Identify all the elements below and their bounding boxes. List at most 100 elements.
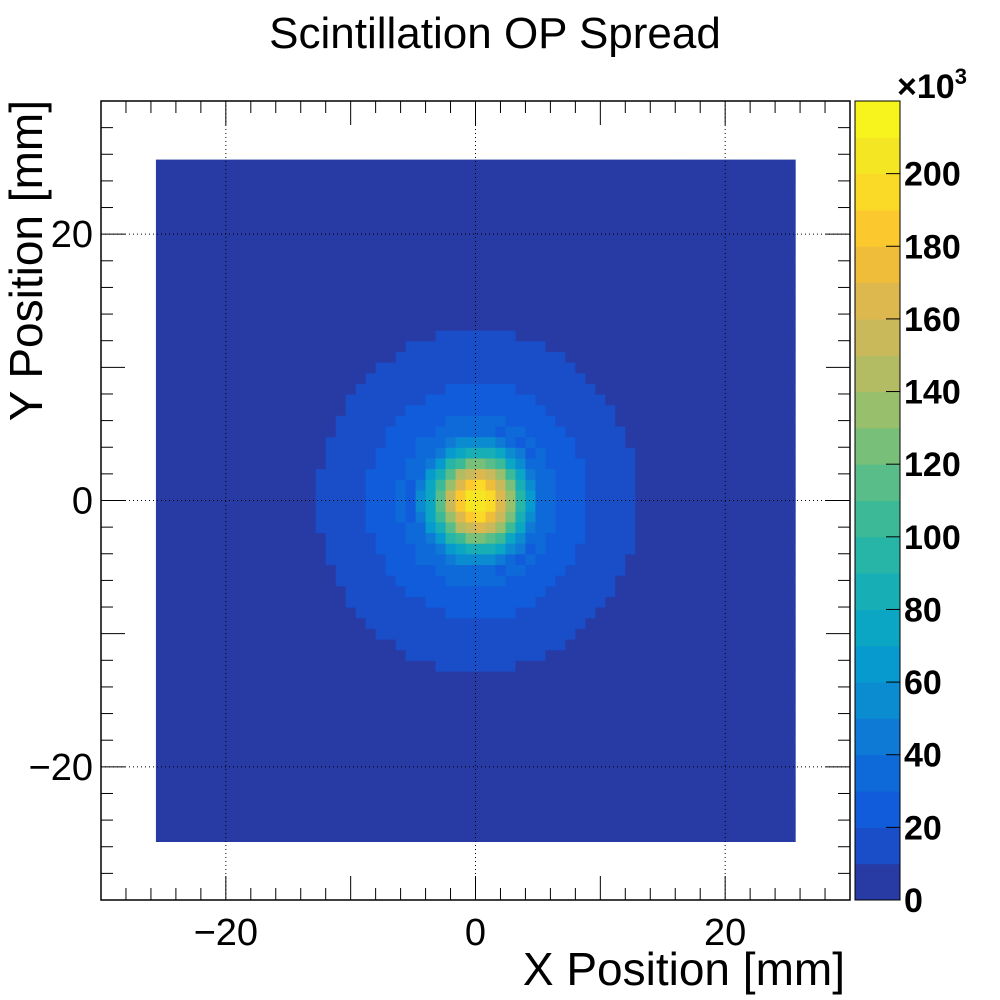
heatmap-cell bbox=[675, 766, 686, 779]
heatmap-cell bbox=[455, 575, 467, 587]
heatmap-cell bbox=[225, 447, 237, 459]
heatmap-cell bbox=[375, 788, 387, 800]
heatmap-cell bbox=[305, 330, 317, 342]
heatmap-cell bbox=[735, 468, 746, 480]
heatmap-cell bbox=[555, 638, 566, 651]
heatmap-cell bbox=[395, 362, 407, 374]
heatmap-cell bbox=[735, 330, 746, 342]
heatmap-cell bbox=[665, 511, 676, 523]
heatmap-cell bbox=[175, 564, 187, 576]
heatmap-cell bbox=[545, 553, 556, 566]
heatmap-cell bbox=[545, 393, 556, 406]
heatmap-cell bbox=[725, 383, 736, 395]
heatmap-cell bbox=[445, 457, 457, 470]
heatmap-cell bbox=[715, 425, 726, 438]
heatmap-cell bbox=[665, 489, 676, 502]
heatmap-cell bbox=[495, 745, 507, 757]
heatmap-cell bbox=[315, 287, 327, 299]
heatmap-cell bbox=[455, 628, 467, 640]
heatmap-cell bbox=[395, 447, 407, 459]
heatmap-cell bbox=[565, 425, 576, 438]
heatmap-cell bbox=[605, 798, 616, 811]
heatmap-cell bbox=[385, 724, 397, 736]
heatmap-cell bbox=[655, 713, 666, 725]
heatmap-cell bbox=[505, 479, 517, 491]
heatmap-cell bbox=[695, 660, 706, 672]
heatmap-cell bbox=[255, 585, 267, 597]
heatmap-cell bbox=[735, 489, 746, 502]
heatmap-cell bbox=[715, 830, 726, 842]
heatmap-cell bbox=[435, 319, 447, 331]
heatmap-cell bbox=[495, 500, 507, 512]
heatmap-cell bbox=[455, 777, 467, 789]
heatmap-cell bbox=[155, 809, 167, 821]
heatmap-cell bbox=[335, 180, 347, 193]
heatmap-cell bbox=[665, 340, 676, 352]
heatmap-cell bbox=[425, 702, 437, 715]
heatmap-cell bbox=[755, 564, 766, 576]
heatmap-cell bbox=[425, 330, 437, 342]
heatmap-cell bbox=[255, 607, 267, 619]
heatmap-cell bbox=[305, 436, 317, 448]
heatmap-cell bbox=[635, 724, 646, 736]
heatmap-cell bbox=[535, 202, 547, 214]
heatmap-cell bbox=[675, 457, 686, 470]
heatmap-cell bbox=[445, 479, 457, 491]
heatmap-cell bbox=[665, 191, 676, 203]
heatmap-cell bbox=[565, 244, 576, 257]
heatmap-cell bbox=[415, 500, 427, 512]
heatmap-cell bbox=[165, 436, 177, 448]
heatmap-cell bbox=[745, 543, 756, 555]
heatmap-cell bbox=[585, 415, 596, 427]
heatmap-cell bbox=[475, 809, 487, 821]
heatmap-cell bbox=[585, 543, 596, 555]
heatmap-cell bbox=[355, 532, 367, 544]
heatmap-cell bbox=[475, 212, 487, 225]
heatmap-cell bbox=[205, 766, 217, 779]
heatmap-cell bbox=[485, 212, 497, 225]
heatmap-cell bbox=[745, 202, 756, 214]
heatmap-cell bbox=[365, 457, 377, 470]
heatmap-cell bbox=[455, 692, 467, 704]
heatmap-cell bbox=[205, 276, 217, 289]
heatmap-cell bbox=[565, 820, 576, 832]
heatmap-cell bbox=[415, 553, 427, 566]
heatmap-cell bbox=[775, 340, 786, 352]
heatmap-cell bbox=[415, 724, 427, 736]
heatmap-cell bbox=[525, 798, 537, 811]
heatmap-cell bbox=[175, 734, 187, 747]
heatmap-cell bbox=[445, 351, 457, 363]
heatmap-cell bbox=[225, 180, 237, 193]
heatmap-cell bbox=[245, 638, 257, 651]
heatmap-cell bbox=[635, 425, 646, 438]
heatmap-cell bbox=[345, 393, 357, 406]
heatmap-cell bbox=[565, 479, 576, 491]
heatmap-cell bbox=[365, 670, 377, 683]
heatmap-cell bbox=[205, 564, 217, 576]
heatmap-cell bbox=[595, 340, 606, 352]
heatmap-cell bbox=[515, 830, 527, 842]
heatmap-cell bbox=[235, 159, 247, 171]
heatmap-cell bbox=[595, 532, 606, 544]
heatmap-cell bbox=[165, 628, 177, 640]
heatmap-cell bbox=[235, 372, 247, 384]
heatmap-cell bbox=[775, 628, 786, 640]
heatmap-cell bbox=[295, 223, 307, 235]
heatmap-cell bbox=[615, 489, 626, 502]
heatmap-cell bbox=[485, 820, 497, 832]
heatmap-cell bbox=[425, 830, 437, 842]
heatmap-cell bbox=[715, 212, 726, 225]
heatmap-cell bbox=[505, 372, 517, 384]
heatmap-cell bbox=[665, 681, 676, 693]
heatmap-cell bbox=[655, 692, 666, 704]
heatmap-cell bbox=[195, 393, 207, 406]
heatmap-cell bbox=[185, 447, 197, 459]
heatmap-cell bbox=[425, 585, 437, 597]
heatmap-cell bbox=[735, 628, 746, 640]
heatmap-cell bbox=[155, 692, 167, 704]
heatmap-cell bbox=[265, 777, 277, 789]
heatmap-cell bbox=[525, 638, 537, 651]
heatmap-cell bbox=[225, 511, 237, 523]
heatmap-cell bbox=[385, 415, 397, 427]
heatmap-cell bbox=[735, 287, 746, 299]
